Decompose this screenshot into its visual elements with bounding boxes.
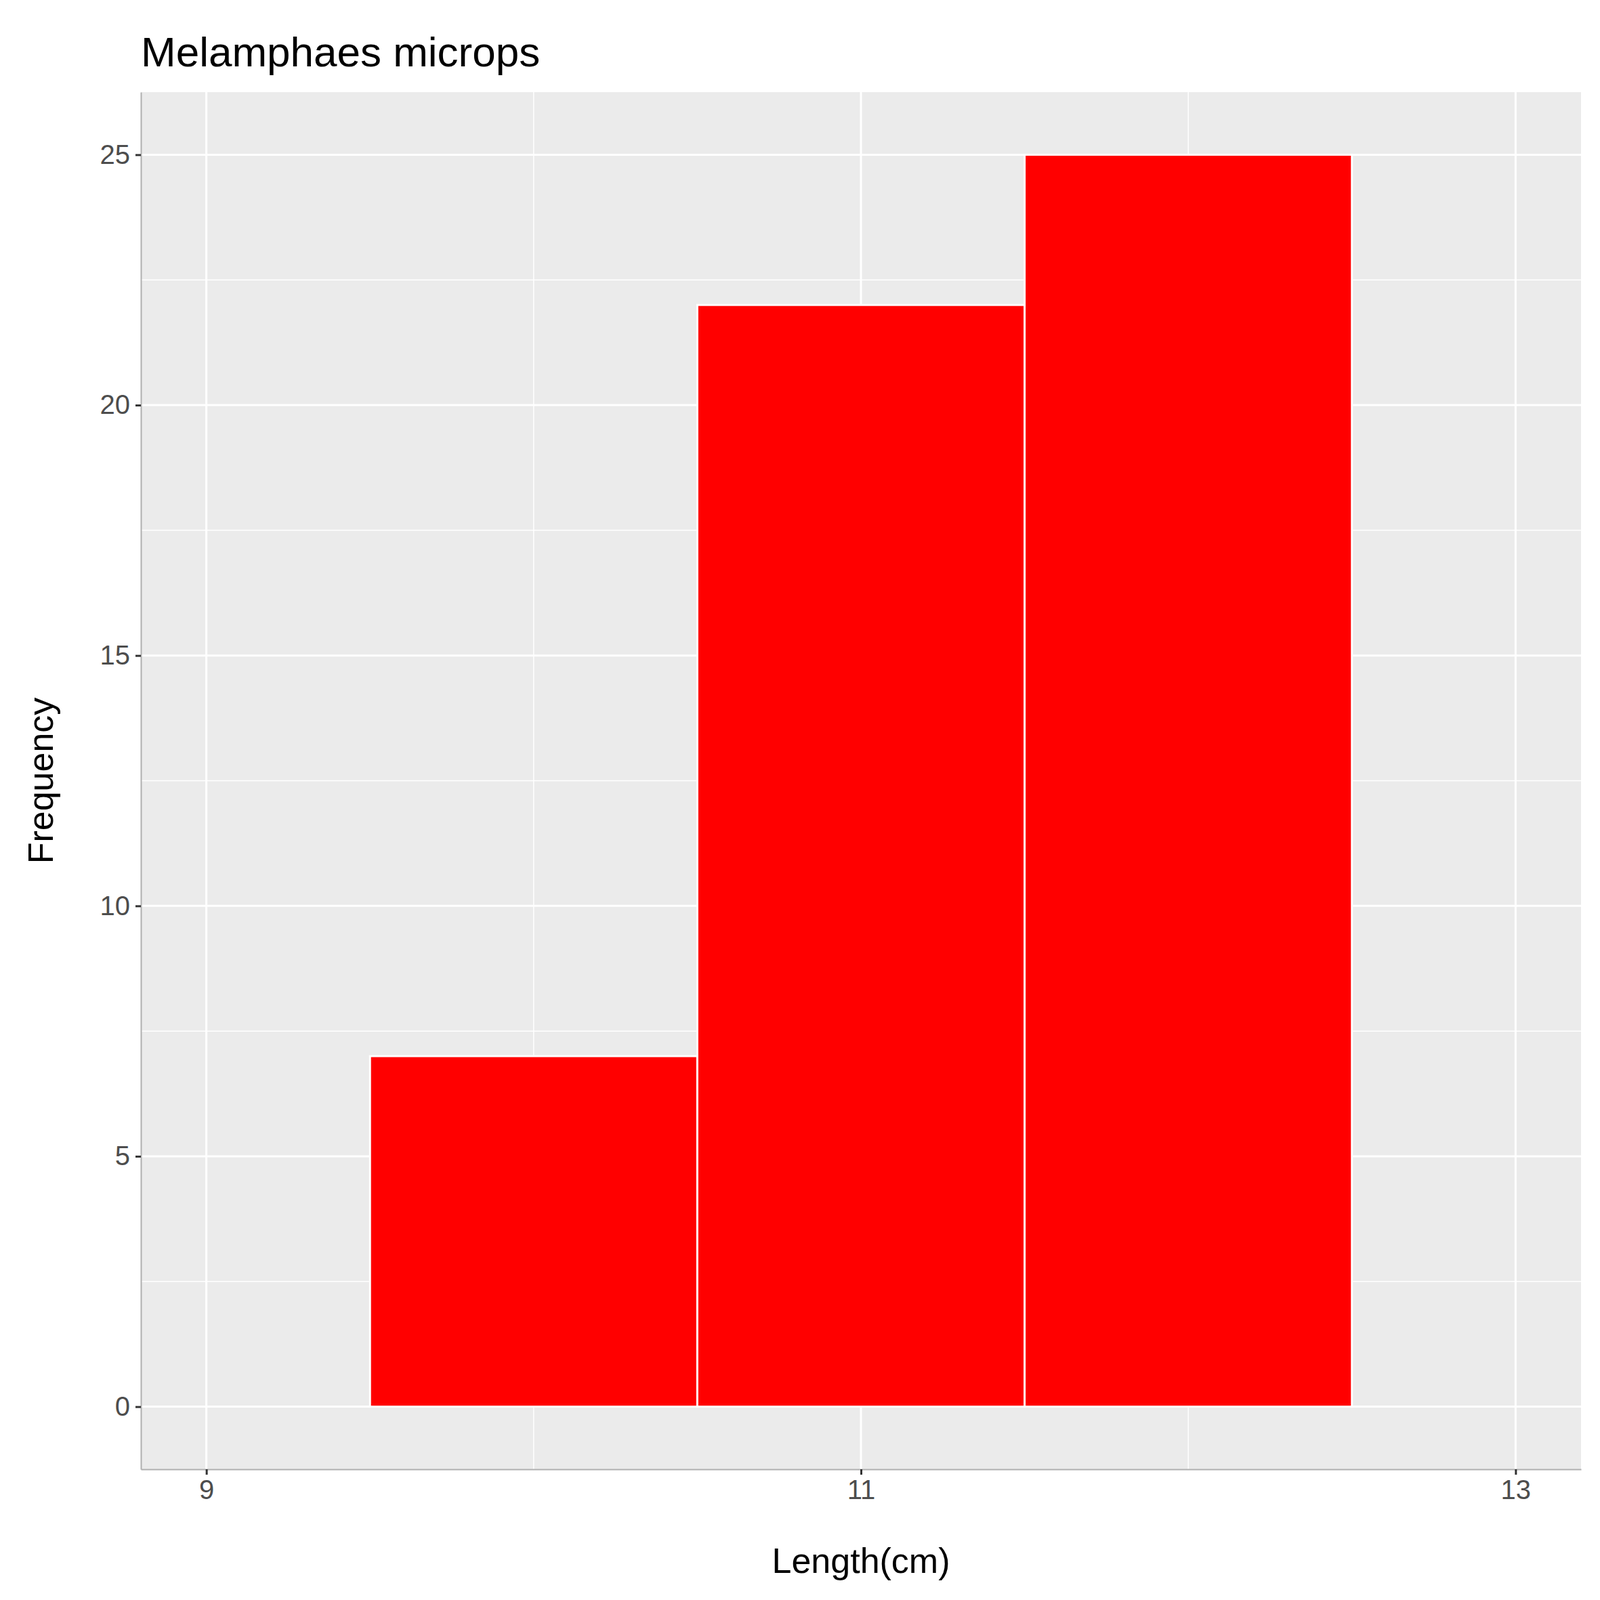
tick-mark: [135, 404, 141, 407]
tick-label: 9: [199, 1474, 215, 1505]
tick: 15: [100, 640, 142, 670]
tick-label: 11: [847, 1474, 876, 1505]
tick-mark: [135, 1406, 141, 1409]
tick: 9: [199, 1469, 215, 1505]
y-axis-title: Frequency: [20, 697, 61, 865]
tick: 0: [115, 1391, 141, 1422]
tick-mark: [135, 904, 141, 908]
tick: 11: [847, 1469, 876, 1505]
tick-label: 20: [100, 389, 131, 420]
tick-mark: [205, 1469, 208, 1475]
tick: 10: [100, 890, 142, 921]
tick: 13: [1501, 1469, 1532, 1505]
bars: [369, 154, 1353, 1407]
bar: [1024, 154, 1353, 1407]
tick: 20: [100, 389, 142, 420]
tick-mark: [135, 153, 141, 156]
tick-label: 0: [115, 1391, 131, 1422]
grid: [140, 92, 1582, 1470]
x-axis-title: Length(cm): [772, 1541, 951, 1581]
axis-line: [140, 92, 143, 1470]
tick-label: 5: [115, 1140, 131, 1171]
tick: 5: [115, 1140, 141, 1171]
tick-label: 15: [100, 640, 131, 670]
tick-label: 10: [100, 890, 131, 921]
grid-line: [205, 92, 208, 1470]
tick-mark: [1514, 1469, 1517, 1475]
tick-mark: [135, 655, 141, 658]
grid-line: [1514, 92, 1517, 1470]
tick-label: 13: [1501, 1474, 1532, 1505]
chart: 9 11 13 0 5 10 15 20 25 Melamphaes microps Length(…: [0, 0, 1600, 1600]
x-axis: 9 11 13: [141, 1469, 1582, 1505]
bar: [697, 304, 1025, 1407]
y-axis: 0 5 10 15 20 25: [100, 92, 142, 1470]
tick: 25: [100, 139, 142, 170]
tick-mark: [135, 1155, 141, 1158]
tick-label: 25: [100, 139, 131, 170]
panel-background: [140, 92, 1582, 1470]
title: Melamphaes microps: [140, 28, 540, 76]
bar: [369, 1056, 698, 1407]
tick-mark: [860, 1469, 863, 1475]
plot: 9 11 13 0 5 10 15 20 25: [100, 92, 1582, 1505]
